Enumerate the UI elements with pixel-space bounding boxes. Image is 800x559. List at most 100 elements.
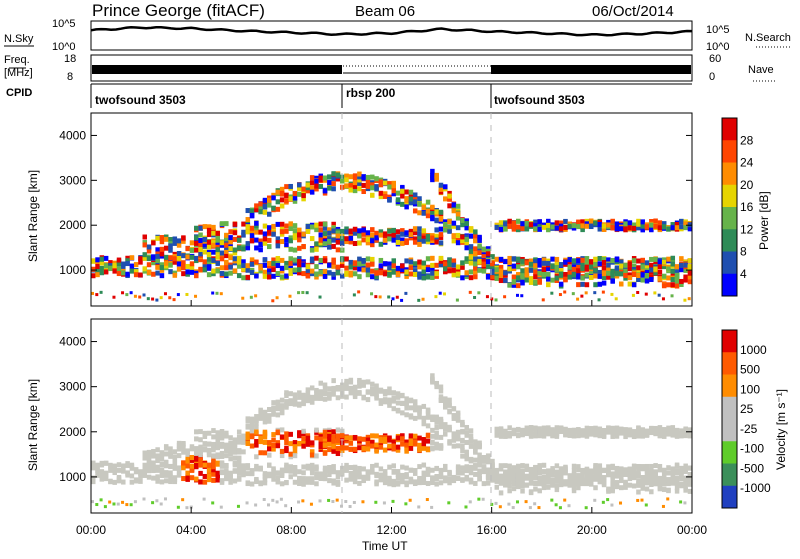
velocity-cell xyxy=(498,426,504,432)
velocity-cell xyxy=(558,475,564,481)
velocity-cell xyxy=(168,474,173,480)
power-cell xyxy=(434,233,439,239)
velocity-cell xyxy=(511,429,517,435)
power-cell xyxy=(421,231,427,237)
power-cell xyxy=(275,256,281,262)
velocity-cell xyxy=(541,433,547,439)
power-cell xyxy=(99,260,105,266)
velocity-cell xyxy=(649,476,654,482)
velocity-cell xyxy=(558,429,564,435)
power-cell xyxy=(447,219,452,225)
power-cell xyxy=(309,185,315,191)
velocity-cell xyxy=(378,477,384,483)
power-cell xyxy=(683,298,687,302)
velocity-cell xyxy=(159,479,165,485)
velocity-cell xyxy=(297,500,301,504)
power-cell xyxy=(546,276,551,282)
velocity-cell xyxy=(387,481,392,487)
velocity-cell xyxy=(580,480,585,486)
power-colorbar-label: Power [dB] xyxy=(757,191,771,250)
velocity-cell xyxy=(661,481,667,487)
power-cell xyxy=(271,299,275,303)
power-cell xyxy=(387,236,392,242)
power-cell xyxy=(232,256,238,262)
velocity-cell xyxy=(619,466,624,472)
velocity-cell xyxy=(584,469,590,475)
power-cell xyxy=(370,227,375,233)
velocity-cell xyxy=(627,476,633,482)
power-cell xyxy=(593,282,598,288)
velocity-ytick-label: 1000 xyxy=(59,470,86,484)
power-cell xyxy=(563,218,568,224)
velocity-cell xyxy=(567,504,571,508)
power-cell xyxy=(181,238,186,244)
velocity-cell xyxy=(507,425,512,431)
power-cell xyxy=(571,266,577,272)
velocity-cell xyxy=(576,429,581,435)
velocity-cell xyxy=(219,469,225,475)
power-cell xyxy=(649,222,654,228)
power-colorbar-bin xyxy=(722,140,737,163)
power-cell xyxy=(322,231,328,237)
power-cell xyxy=(674,272,680,278)
power-cell xyxy=(301,193,306,199)
velocity-cell xyxy=(108,467,113,473)
velocity-cell xyxy=(142,470,148,476)
power-cell xyxy=(155,257,160,263)
power-cell xyxy=(224,259,229,265)
power-cell xyxy=(322,273,328,279)
power-cell xyxy=(241,221,246,227)
power-cell xyxy=(99,265,105,271)
velocity-cell xyxy=(468,443,474,449)
velocity-cell xyxy=(387,386,392,392)
velocity-cell xyxy=(301,443,306,449)
velocity-cell xyxy=(623,434,628,440)
velocity-cell xyxy=(576,464,581,470)
power-cell xyxy=(464,221,469,227)
velocity-cell xyxy=(254,424,259,430)
velocity-cell xyxy=(95,472,100,478)
velocity-cell xyxy=(279,397,285,403)
power-cell xyxy=(219,240,225,246)
velocity-cell xyxy=(335,498,339,502)
velocity-cell xyxy=(674,430,680,436)
power-cell xyxy=(309,271,315,277)
power-data xyxy=(91,168,693,303)
power-cell xyxy=(267,211,272,217)
velocity-cell xyxy=(670,428,676,434)
power-cell xyxy=(314,222,319,228)
power-cell xyxy=(267,261,272,267)
power-colorbar-bin xyxy=(722,273,737,297)
power-cell xyxy=(473,269,478,275)
velocity-cell xyxy=(597,479,603,485)
power-cell xyxy=(279,197,285,203)
velocity-cell xyxy=(344,394,349,400)
velocity-cell xyxy=(400,441,405,447)
velocity-cell xyxy=(348,390,354,396)
velocity-cell xyxy=(661,478,667,484)
power-cell xyxy=(370,268,375,274)
power-cell xyxy=(430,274,435,280)
velocity-cell xyxy=(571,488,577,494)
power-cell xyxy=(627,281,633,287)
power-cell xyxy=(404,204,409,210)
velocity-cell xyxy=(168,463,173,469)
velocity-cell xyxy=(344,381,349,387)
velocity-cell xyxy=(498,490,504,496)
velocity-cell xyxy=(275,440,281,446)
velocity-cell xyxy=(279,448,285,454)
velocity-cell xyxy=(541,428,547,434)
velocity-cell xyxy=(181,476,186,482)
power-cell xyxy=(533,223,538,229)
velocity-cell xyxy=(391,390,396,396)
velocity-cell xyxy=(211,443,216,449)
power-cell xyxy=(301,231,306,237)
velocity-cell xyxy=(172,465,178,471)
velocity-cell xyxy=(515,427,521,433)
power-cell xyxy=(666,266,671,272)
velocity-cell xyxy=(580,473,585,479)
power-cell xyxy=(378,194,384,200)
velocity-cell xyxy=(151,501,155,505)
power-cell xyxy=(400,201,405,207)
power-cell xyxy=(185,269,190,275)
